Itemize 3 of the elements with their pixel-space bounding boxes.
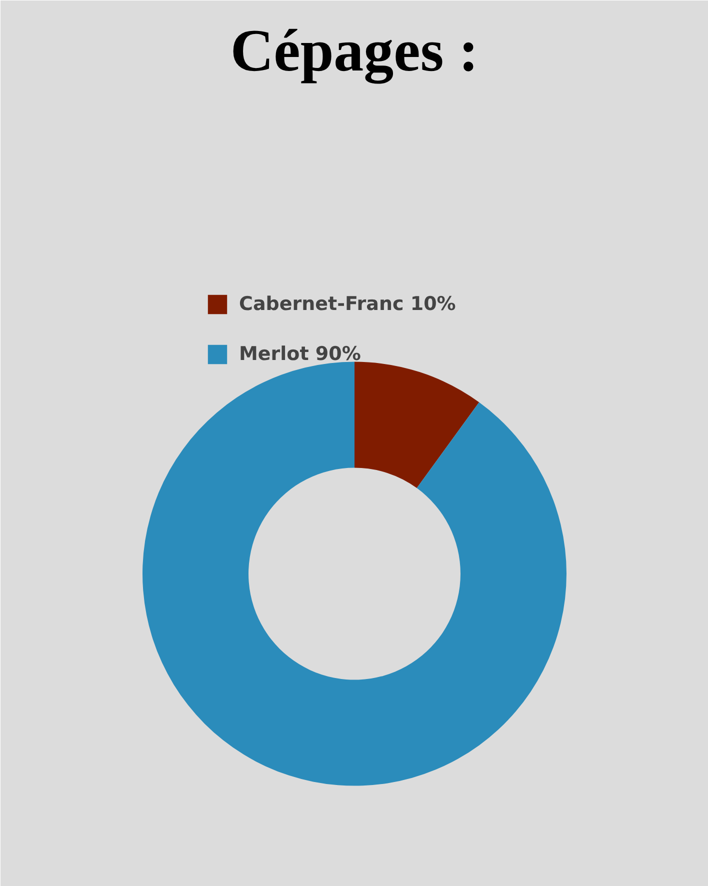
legend-label: Cabernet-Franc 10%	[239, 293, 456, 315]
chart-title: Cépages :	[230, 18, 479, 84]
legend-label: Merlot 90%	[239, 343, 361, 365]
